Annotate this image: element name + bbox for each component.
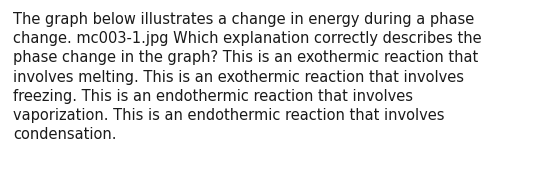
Text: The graph below illustrates a change in energy during a phase
change. mc003-1.jp: The graph below illustrates a change in … [13, 12, 482, 142]
